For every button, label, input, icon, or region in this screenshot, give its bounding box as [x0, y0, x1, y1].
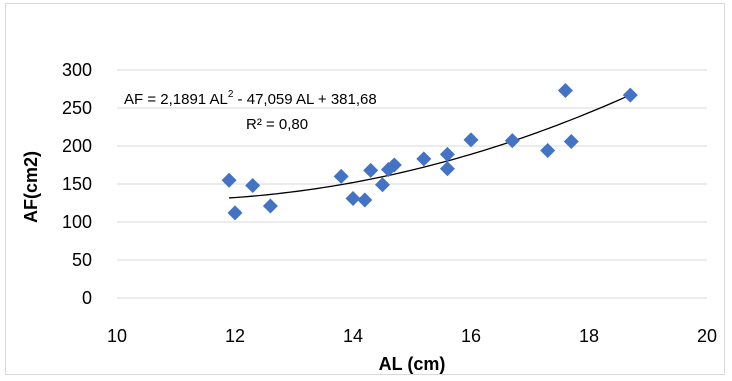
- data-point: [439, 161, 455, 177]
- data-point: [221, 172, 237, 188]
- y-tick-label: 250: [62, 98, 92, 118]
- data-point: [363, 162, 379, 178]
- data-point: [245, 178, 261, 194]
- x-tick-label: 10: [107, 326, 127, 346]
- trendline: [229, 94, 631, 199]
- data-points: [221, 83, 638, 221]
- y-tick-label: 50: [72, 250, 92, 270]
- y-tick-label: 150: [62, 174, 92, 194]
- r-squared-label: R² = 0,80: [246, 116, 308, 133]
- data-point: [345, 190, 361, 206]
- trendline-equation: AF = 2,1891 AL2 - 47,059 AL + 381,68: [124, 89, 377, 108]
- y-tick-label: 200: [62, 136, 92, 156]
- x-tick-label: 12: [225, 326, 245, 346]
- data-point: [622, 87, 638, 103]
- data-point: [463, 132, 479, 148]
- y-tick-labels: 0 50 100 150 200 250 300: [62, 60, 92, 308]
- y-tick-label: 0: [82, 288, 92, 308]
- data-point: [416, 151, 432, 167]
- data-point: [504, 133, 520, 149]
- data-point: [262, 198, 278, 214]
- data-point: [386, 157, 402, 173]
- data-point: [557, 83, 573, 99]
- x-tick-label: 16: [461, 326, 481, 346]
- data-point: [227, 205, 243, 221]
- x-tick-label: 20: [697, 326, 717, 346]
- trendline-group: [229, 94, 631, 199]
- gridlines: [117, 69, 707, 299]
- x-tick-labels: 10 12 14 16 18 20: [107, 326, 717, 346]
- y-tick-label: 300: [62, 60, 92, 80]
- data-point: [357, 192, 373, 208]
- data-point: [540, 143, 556, 159]
- data-point: [375, 177, 390, 193]
- data-point: [439, 146, 455, 162]
- data-point: [333, 168, 349, 184]
- x-tick-label: 14: [343, 326, 363, 346]
- chart-area: [5, 3, 725, 375]
- y-axis-title: AF(cm2): [21, 151, 41, 223]
- data-point: [563, 133, 579, 149]
- x-axis-title: AL (cm): [379, 354, 446, 374]
- y-tick-label: 100: [62, 212, 92, 232]
- x-tick-label: 18: [579, 326, 599, 346]
